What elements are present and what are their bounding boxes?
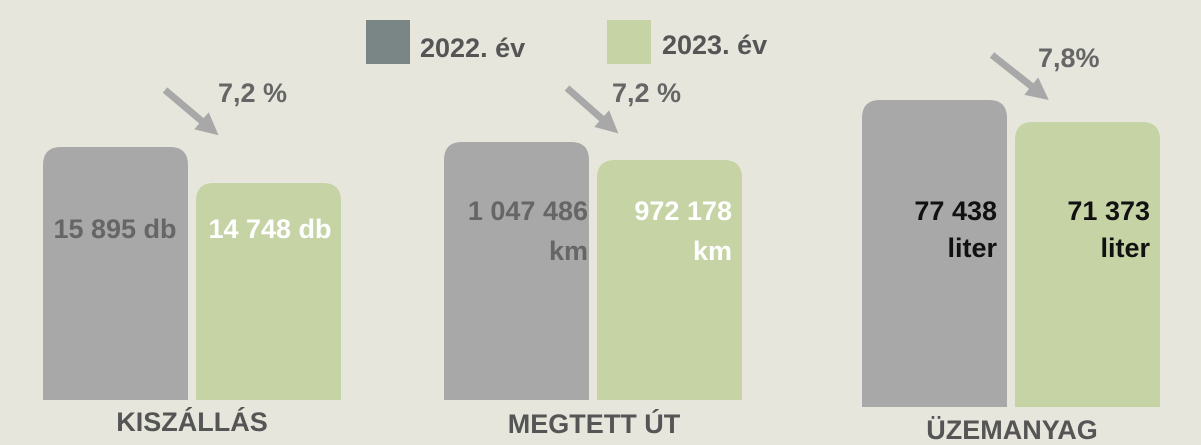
value-label: 15 895 db bbox=[53, 214, 176, 244]
arrow bbox=[162, 87, 219, 136]
bar bbox=[597, 160, 742, 400]
value-label: liter bbox=[947, 233, 997, 263]
bar bbox=[1015, 122, 1160, 407]
value-label: km bbox=[693, 236, 732, 266]
bar bbox=[444, 142, 589, 400]
change: 7,2 % bbox=[612, 78, 681, 108]
value-label: 14 748 db bbox=[208, 214, 331, 244]
value-label: 972 178 bbox=[634, 196, 732, 226]
category-label: KISZÁLLÁS bbox=[116, 406, 268, 437]
arrow bbox=[564, 85, 619, 134]
bar bbox=[196, 183, 341, 400]
value-label: 71 373 bbox=[1067, 196, 1150, 226]
change: 7,2 % bbox=[218, 78, 287, 108]
category-label: MEGTETT ÚT bbox=[508, 408, 681, 439]
legend-label: 2022. év bbox=[420, 33, 525, 63]
category-label: ÜZEMANYAG bbox=[926, 415, 1098, 445]
value-label: 1 047 486 bbox=[468, 196, 588, 226]
value-label: 77 438 bbox=[914, 196, 997, 226]
bar bbox=[862, 100, 1007, 407]
legend-swatch bbox=[607, 20, 651, 64]
value-label: km bbox=[549, 236, 588, 266]
value-label: liter bbox=[1100, 233, 1150, 263]
legend-swatch bbox=[366, 20, 410, 64]
bar bbox=[43, 147, 188, 400]
arrow bbox=[989, 52, 1049, 100]
legend-label: 2023. év bbox=[662, 30, 767, 60]
change: 7,8% bbox=[1038, 43, 1100, 73]
